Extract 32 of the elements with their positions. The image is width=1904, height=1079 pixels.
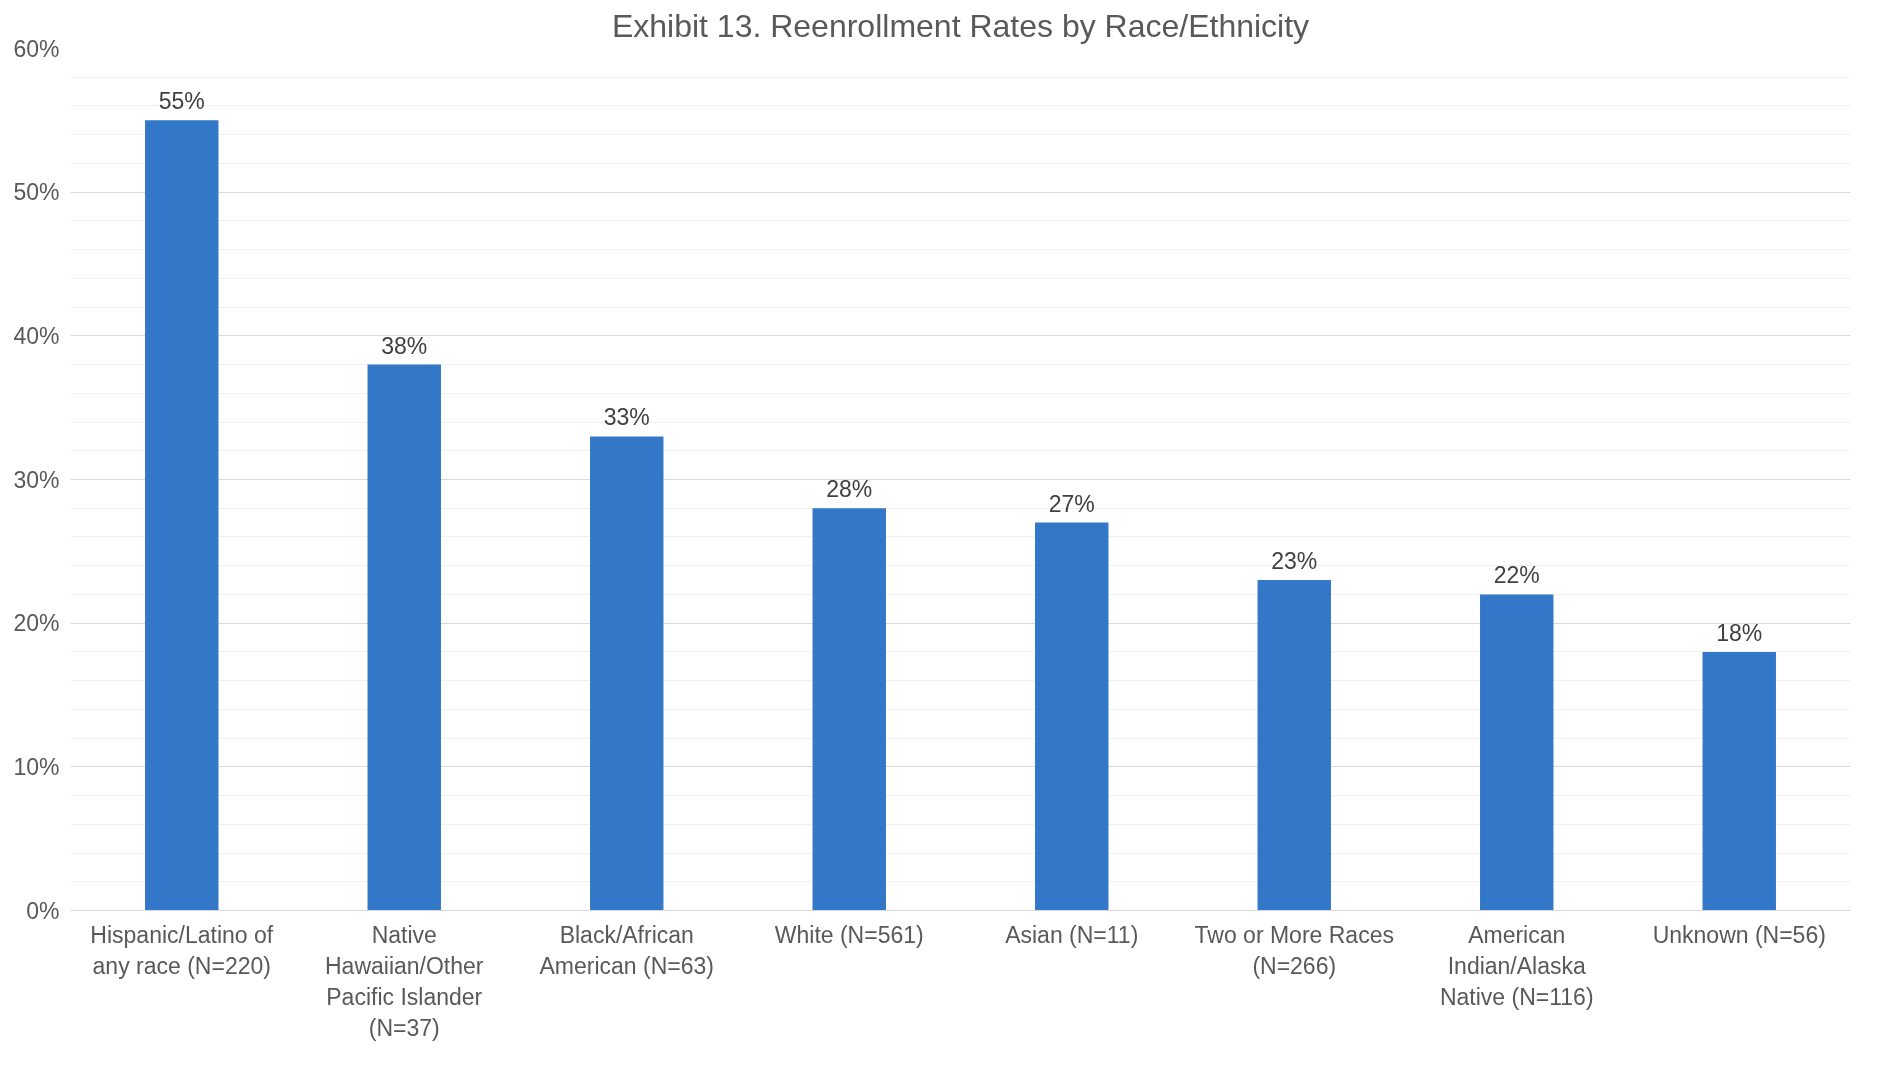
x-tick-label: Two or More Races (N=266)	[1194, 921, 1394, 979]
bar	[145, 120, 219, 911]
data-label: 38%	[381, 332, 428, 359]
data-label: 33%	[603, 404, 650, 431]
y-tick-label: 10%	[13, 753, 60, 780]
data-label: 27%	[1048, 490, 1095, 517]
x-tick-label: Hispanic/Latino of any race (N=220)	[90, 921, 274, 979]
x-tick-label: Unknown (N=56)	[1652, 921, 1826, 948]
y-tick-label: 20%	[13, 610, 60, 637]
y-tick-label: 30%	[13, 466, 60, 493]
data-label: 23%	[1271, 548, 1318, 575]
bar	[1035, 522, 1109, 911]
y-tick-label: 50%	[13, 179, 60, 206]
data-label: 55%	[158, 88, 205, 115]
data-label: 28%	[826, 476, 873, 503]
bar	[367, 364, 441, 911]
bar	[1702, 651, 1776, 911]
data-label: 18%	[1716, 619, 1763, 646]
bar	[1480, 594, 1554, 911]
x-tick-label: Black/African American (N=63)	[539, 921, 714, 979]
x-tick-label: Native Hawaiian/Other Pacific Islander (N=37)	[324, 921, 484, 1042]
bar	[590, 436, 664, 911]
bar	[812, 508, 886, 911]
x-tick-label: White (N=561)	[774, 921, 924, 948]
y-tick-label: 0%	[26, 897, 60, 924]
y-tick-label: 60%	[13, 35, 60, 62]
bar	[1257, 580, 1331, 911]
x-tick-label: Asian (N=11)	[1005, 921, 1139, 948]
x-tick-label: American Indian/Alaska Native (N=116)	[1439, 921, 1594, 1010]
chart-title: Exhibit 13. Reenrollment Rates by Race/Ethnicity	[611, 7, 1310, 44]
y-tick-label: 40%	[13, 322, 60, 349]
data-label: 22%	[1493, 562, 1540, 589]
